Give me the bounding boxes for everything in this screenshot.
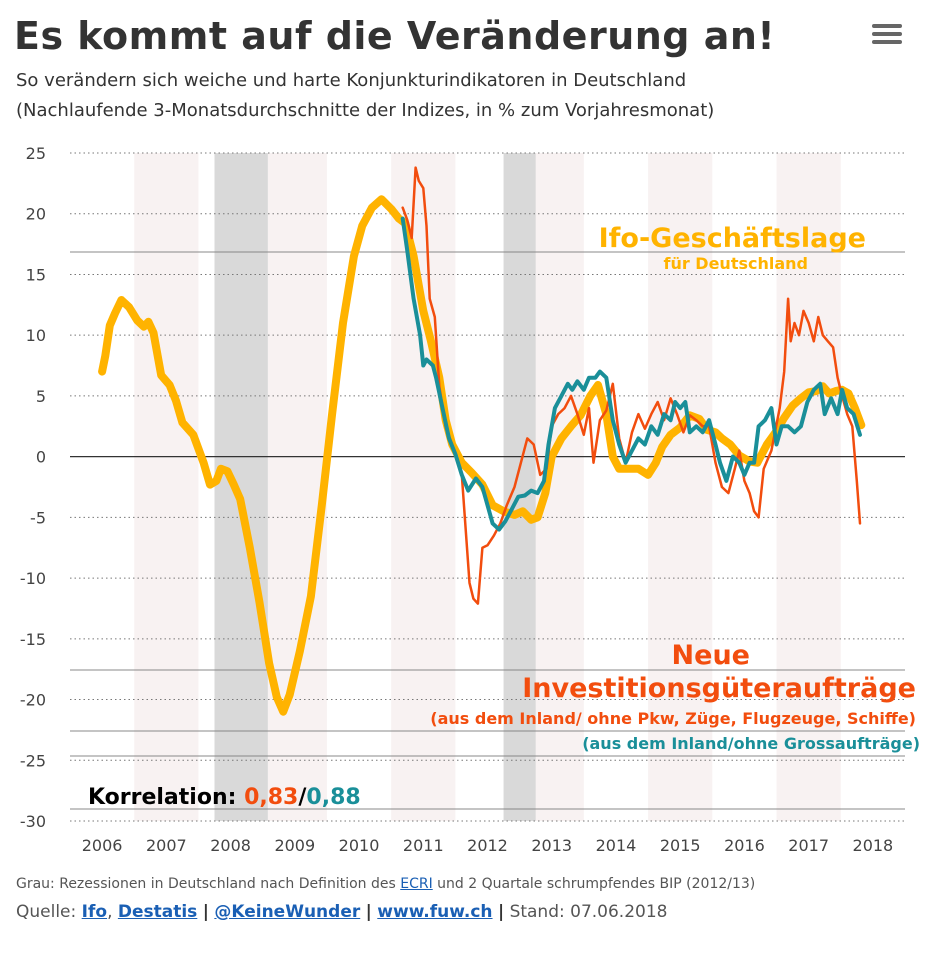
- y-tick-label: 0: [36, 448, 46, 467]
- y-tick-label: -5: [30, 508, 46, 527]
- ifo-link[interactable]: Ifo: [81, 902, 108, 922]
- footnote-text-pre: Grau: Rezessionen in Deutschland nach De…: [16, 876, 401, 892]
- x-tick-label: 2007: [146, 836, 187, 855]
- chart-title: Es kommt auf die Veränderung an!: [14, 14, 776, 58]
- orders-label-line1: Neue: [672, 640, 750, 671]
- separator: |: [497, 902, 505, 922]
- y-tick-label: 5: [36, 387, 46, 406]
- x-tick-label: 2006: [82, 836, 123, 855]
- x-tick-label: 2009: [274, 836, 315, 855]
- x-tick-label: 2015: [660, 836, 701, 855]
- x-tick-label: 2011: [403, 836, 444, 855]
- year-band: [262, 153, 327, 821]
- footnote: Grau: Rezessionen in Deutschland nach De…: [16, 876, 755, 892]
- x-tick-label: 2014: [596, 836, 637, 855]
- twitter-link[interactable]: @KeineWunder: [214, 902, 361, 922]
- destatis-link[interactable]: Destatis: [117, 902, 198, 922]
- orders-teal-sublabel: (aus dem Inland/ohne Grossaufträge): [582, 734, 920, 753]
- y-tick-label: -10: [20, 569, 46, 588]
- ecri-link[interactable]: ECRI: [400, 876, 433, 892]
- correlation-label: Korrelation: 0,83/0,88: [88, 785, 361, 810]
- x-tick-label: 2008: [210, 836, 251, 855]
- x-tick-label: 2012: [467, 836, 508, 855]
- y-tick-label: -20: [20, 691, 46, 710]
- year-band: [134, 153, 199, 821]
- x-tick-label: 2016: [724, 836, 765, 855]
- source-line: Quelle: Ifo, Destatis | @KeineWunder | w…: [16, 902, 667, 922]
- x-tick-label: 2013: [531, 836, 572, 855]
- year-band: [648, 153, 713, 821]
- source-label: Quelle:: [16, 902, 82, 922]
- source-comma: ,: [107, 902, 118, 922]
- y-tick-label: -25: [20, 751, 46, 770]
- hamburger-menu-icon[interactable]: [872, 24, 902, 50]
- ifo-series-line: [98, 195, 866, 716]
- year-band: [776, 153, 841, 821]
- ifo-series-label: Ifo-Geschäftslage: [599, 223, 866, 254]
- y-tick-label: -30: [20, 812, 46, 831]
- orders-red-sublabel: (aus dem Inland/ ohne Pkw, Züge, Flugzeu…: [430, 709, 916, 728]
- orders-teal-series-line: [400, 216, 862, 532]
- y-tick-label: 20: [26, 205, 46, 224]
- y-tick-label: 25: [26, 144, 46, 163]
- x-tick-label: 2017: [788, 836, 829, 855]
- correlation-text: Korrelation:: [88, 785, 244, 810]
- recession-band: [214, 153, 268, 821]
- separator: |: [365, 902, 372, 922]
- recession-band: [503, 153, 536, 821]
- y-tick-label: 15: [26, 265, 46, 284]
- fuw-link[interactable]: www.fuw.ch: [377, 902, 493, 922]
- footnote-text-post: und 2 Quartale schrumpfendes BIP (2012/1…: [432, 876, 756, 892]
- correlation-teal-value: 0,88: [306, 785, 360, 810]
- orders-label-line2: Investitionsgüteraufträge: [522, 673, 916, 704]
- correlation-separator: /: [298, 785, 307, 810]
- x-tick-label: 2018: [853, 836, 894, 855]
- correlation-red-value: 0,83: [244, 785, 298, 810]
- x-tick-label: 2010: [339, 836, 380, 855]
- y-tick-label: -15: [20, 630, 46, 649]
- ifo-series-sublabel: für Deutschland: [663, 254, 808, 273]
- subtitle-line-1: So verändern sich weiche und harte Konju…: [16, 70, 687, 91]
- y-tick-label: 10: [26, 326, 46, 345]
- stand-date: Stand: 07.06.2018: [509, 902, 668, 922]
- subtitle-line-2: (Nachlaufende 3-Monatsdurchschnitte der …: [16, 100, 715, 121]
- orders-red-series-line: [401, 166, 862, 605]
- year-band: [391, 153, 456, 821]
- separator: |: [202, 902, 209, 922]
